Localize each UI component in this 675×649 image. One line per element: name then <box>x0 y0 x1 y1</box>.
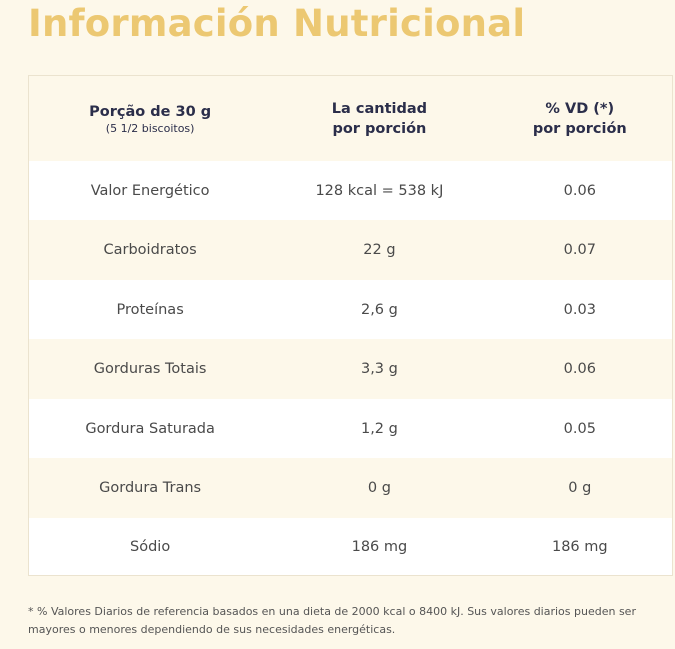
nutrient-name: Valor Energético <box>90 182 210 199</box>
nutrient-amount: 0 g <box>367 480 391 496</box>
header-portion: Porção de 30 g (5 1/2 biscoitos) <box>29 102 271 136</box>
header-amount-line2: por porción <box>332 120 427 137</box>
nutrient-amount: 2,6 g <box>360 301 398 318</box>
nutrition-table: Porção de 30 g (5 1/2 biscoitos) La cant… <box>28 75 673 576</box>
table-row: Valor Energético 128 kcal = 538 kJ 0.06 <box>29 161 672 220</box>
nutrient-dv: 0.06 <box>563 361 596 377</box>
header-dv-line2: por porción <box>532 120 627 137</box>
table-header: Porção de 30 g (5 1/2 biscoitos) La cant… <box>29 76 672 161</box>
table-row: Gorduras Totais 3,3 g 0.06 <box>29 339 672 399</box>
header-amount-line1: La cantidad <box>331 100 428 117</box>
table-row: Sódio 186 mg 186 mg <box>29 518 672 575</box>
header-dv: % VD (*) por porción <box>488 99 672 139</box>
nutrient-amount: 128 kcal = 538 kJ <box>315 182 444 199</box>
nutrient-dv: 0 g <box>568 480 592 496</box>
nutrient-amount: 3,3 g <box>360 361 398 377</box>
table-row: Proteínas 2,6 g 0.03 <box>29 280 672 339</box>
page-title: Información Nutricional <box>28 2 526 45</box>
nutrient-dv: 0.07 <box>563 242 596 258</box>
footnote: * % Valores Diarios de referencia basado… <box>28 605 636 636</box>
nutrient-name: Proteínas <box>116 301 184 318</box>
table-row: Gordura Trans 0 g 0 g <box>29 458 672 518</box>
nutrient-name: Sódio <box>130 538 171 555</box>
nutrient-name: Carboidratos <box>103 242 197 258</box>
nutrient-dv: 0.06 <box>563 182 596 199</box>
nutrient-dv: 186 mg <box>551 538 608 555</box>
header-dv-line1: % VD (*) <box>545 100 615 117</box>
nutrient-amount: 22 g <box>363 242 396 258</box>
nutrient-name: Gordura Trans <box>99 480 202 496</box>
table-row: Carboidratos 22 g 0.07 <box>29 220 672 280</box>
nutrient-dv: 0.05 <box>563 420 596 437</box>
header-portion-sub: (5 1/2 biscoitos) <box>105 121 195 135</box>
nutrient-amount: 186 mg <box>351 538 408 555</box>
nutrient-name: Gordura Saturada <box>85 420 215 437</box>
nutrient-amount: 1,2 g <box>360 420 398 437</box>
header-portion-label: Porção de 30 g <box>89 103 212 120</box>
header-amount: La cantidad por porción <box>271 99 487 139</box>
nutrient-dv: 0.03 <box>563 301 596 318</box>
nutrient-name: Gorduras Totais <box>93 361 207 377</box>
table-row: Gordura Saturada 1,2 g 0.05 <box>29 399 672 458</box>
